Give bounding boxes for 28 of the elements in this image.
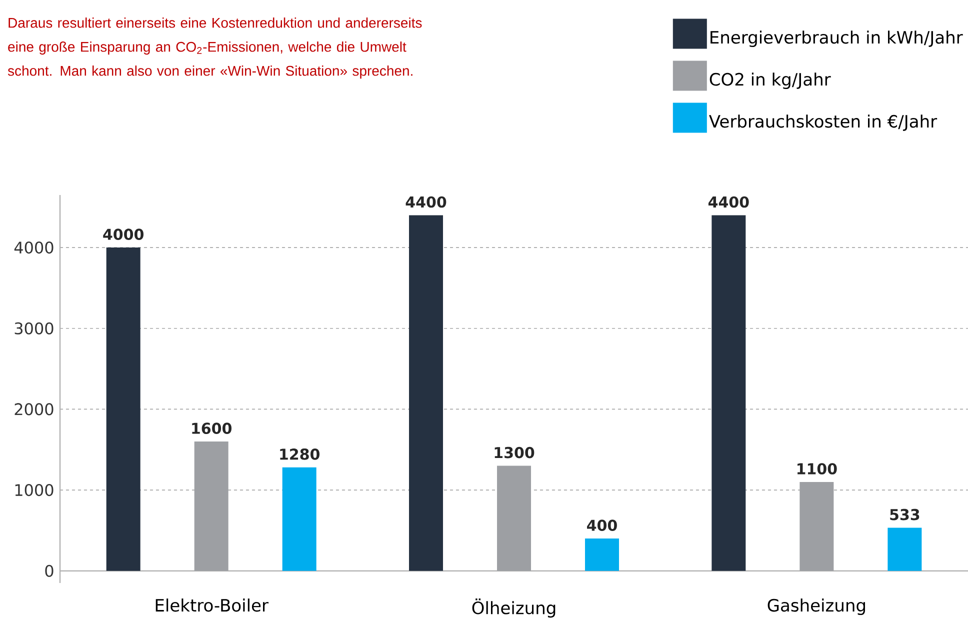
data-label: 533 (890, 508, 920, 520)
y-tick-label: 3000 (14, 322, 54, 334)
y-tick-label: 0 (45, 564, 54, 577)
legend-label: CO2 in kg/Jahr (710, 72, 831, 90)
x-tick-label: Elektro-Boiler (156, 598, 268, 612)
bar (497, 466, 532, 571)
data-label: 1600 (192, 422, 232, 434)
y-tick-label: 2000 (14, 403, 54, 416)
data-label: 4400 (708, 196, 749, 208)
data-label: 4000 (103, 228, 144, 240)
x-tick-label: Ölheizung (472, 598, 556, 618)
data-label: 1100 (797, 463, 837, 474)
bar (888, 528, 922, 571)
x-tick-label: Gasheizung (768, 598, 865, 615)
y-tick-label: 4000 (14, 241, 54, 254)
bar (712, 215, 746, 571)
bar (409, 215, 444, 571)
y-tick-label: 1000 (15, 484, 54, 496)
text: Daraus resultiert einerseits eine Kostenreduktion und andererseits eine große Einsparung an CO$_{2}$-Emissionen, welche die Umwelt schont. Man kann also von einer «Win-Win Situation» sprechen. (8, 18, 422, 79)
data-label: 4400 (406, 196, 446, 208)
legend-label: Verbrauchskosten in €/Jahr (709, 114, 938, 131)
data-label: 1300 (494, 446, 534, 458)
data-label: 1280 (280, 448, 320, 460)
bar (106, 248, 140, 571)
bar (282, 467, 316, 571)
legend-label: Energieverbrauch in kWh/Jahr (710, 30, 963, 48)
bar (585, 538, 620, 571)
data-label: 400 (587, 520, 617, 532)
